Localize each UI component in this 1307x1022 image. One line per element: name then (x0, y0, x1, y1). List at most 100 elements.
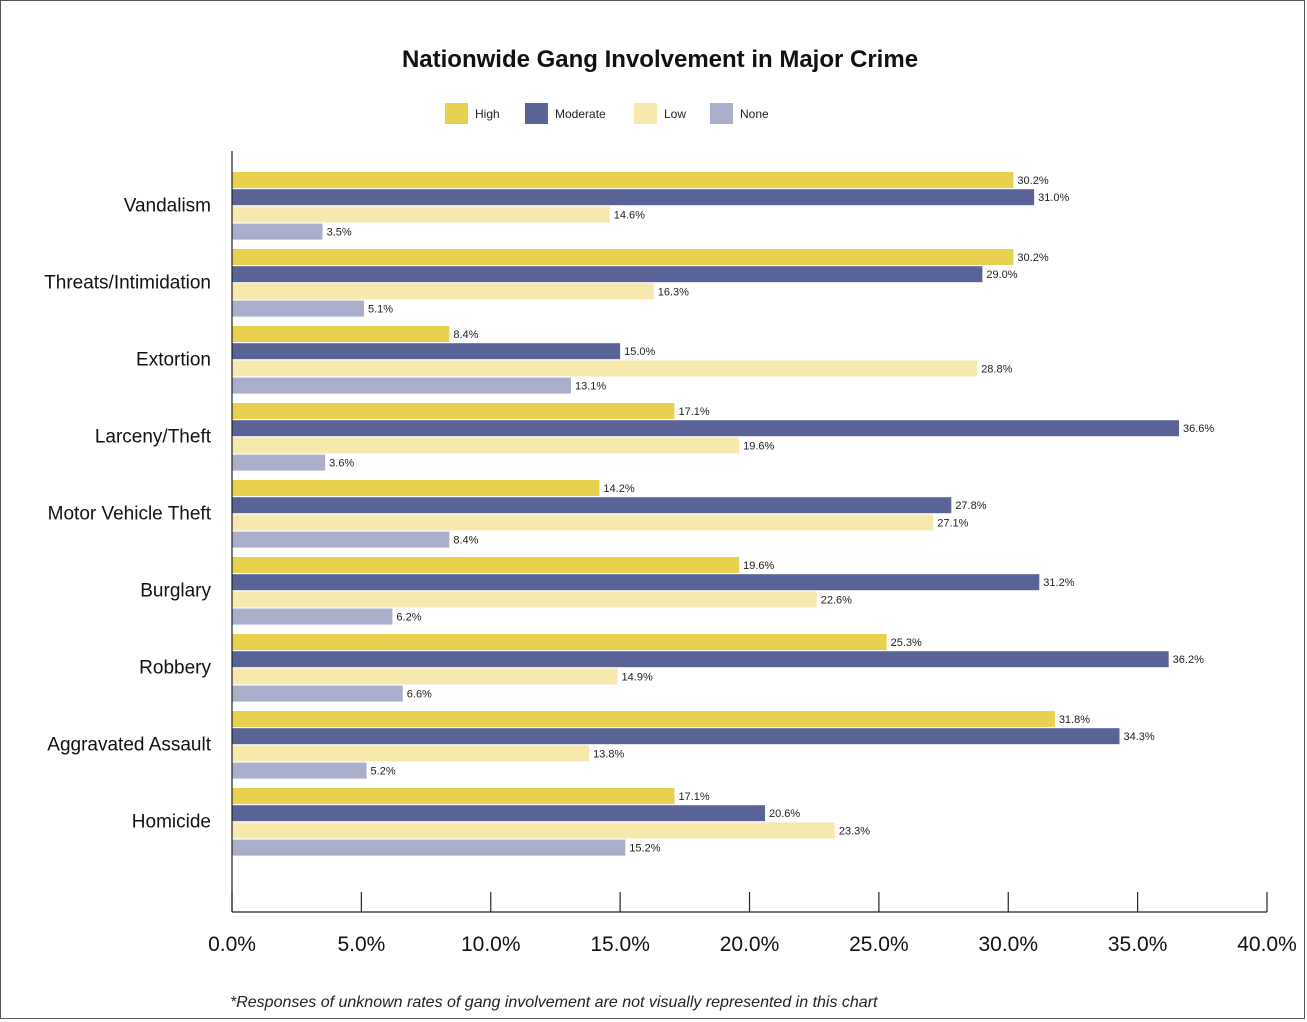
legend-label-low: Low (664, 107, 686, 121)
bar-threats-intimidation-moderate (232, 266, 983, 283)
legend-swatch-none (710, 103, 733, 124)
data-label-aggravated-assault-none: 5.2% (371, 766, 396, 778)
chart-data-labels: 30.2%31.0%14.6%3.5%30.2%29.0%16.3%5.1%8.… (327, 175, 1215, 855)
bar-motor-vehicle-theft-high (232, 480, 600, 496)
data-label-larceny-theft-moderate: 36.6% (1183, 423, 1214, 435)
bar-aggravated-assault-none (232, 762, 367, 779)
data-label-vandalism-moderate: 31.0% (1038, 192, 1069, 204)
chart-category-labels: Vandalism Threats/Intimidation Extortion La… (44, 195, 212, 832)
bar-threats-intimidation-high (232, 249, 1014, 265)
data-label-aggravated-assault-low: 13.8% (593, 748, 624, 760)
x-tick-label-4: 20.0% (720, 933, 780, 956)
legend-label-none: None (740, 107, 769, 121)
data-label-larceny-theft-low: 19.6% (743, 440, 774, 452)
bar-robbery-high (232, 634, 887, 650)
data-label-robbery-moderate: 36.2% (1173, 654, 1204, 666)
bar-vandalism-none (232, 223, 323, 240)
bar-threats-intimidation-none (232, 300, 364, 317)
bar-burglary-none (232, 608, 393, 625)
data-label-vandalism-high: 30.2% (1017, 175, 1048, 187)
bar-larceny-theft-low (232, 437, 740, 454)
data-label-aggravated-assault-moderate: 34.3% (1124, 731, 1155, 743)
chart-bars (232, 172, 1180, 856)
data-label-extortion-moderate: 15.0% (624, 346, 655, 358)
bar-larceny-theft-moderate (232, 420, 1180, 437)
data-label-motor-vehicle-theft-none: 8.4% (453, 535, 478, 547)
bar-aggravated-assault-low (232, 745, 590, 762)
data-label-homicide-low: 23.3% (839, 825, 870, 837)
data-label-extortion-high: 8.4% (453, 329, 478, 341)
x-tick-label-0: 0.0% (208, 933, 256, 956)
chart-x-ticks: 0.0% 5.0% 10.0% 15.0% 20.0% 25.0% 30.0% 35.0% 40… (208, 892, 1297, 956)
bar-threats-intimidation-low (232, 283, 654, 300)
legend-swatch-low (634, 103, 657, 124)
category-label-vandalism: Vandalism (124, 195, 211, 216)
category-label-homicide: Homicide (132, 811, 211, 832)
x-tick-label-5: 25.0% (849, 933, 909, 956)
category-label-larceny-theft: Larceny/Theft (95, 426, 212, 447)
data-label-extortion-low: 28.8% (981, 363, 1012, 375)
chart-footnote: *Responses of unknown rates of gang invo… (230, 994, 878, 1011)
bar-burglary-high (232, 557, 740, 573)
data-label-homicide-moderate: 20.6% (769, 808, 800, 820)
x-tick-label-7: 35.0% (1108, 933, 1168, 956)
category-label-motor-vehicle-theft: Motor Vehicle Theft (48, 503, 212, 524)
data-label-robbery-low: 14.9% (622, 671, 653, 683)
bar-robbery-low (232, 668, 618, 685)
data-label-threats-intimidation-none: 5.1% (368, 304, 393, 316)
category-label-robbery: Robbery (139, 657, 211, 678)
bar-burglary-moderate (232, 574, 1040, 591)
data-label-burglary-moderate: 31.2% (1043, 577, 1074, 589)
bar-robbery-none (232, 685, 403, 702)
category-label-aggravated-assault: Aggravated Assault (47, 734, 211, 755)
legend-label-moderate: Moderate (555, 107, 606, 121)
x-tick-label-3: 15.0% (590, 933, 650, 956)
x-tick-label-2: 10.0% (461, 933, 521, 956)
chart-title: Nationwide Gang Involvement in Major Cri… (402, 46, 918, 73)
bar-extortion-none (232, 377, 571, 394)
x-tick-label-8: 40.0% (1237, 933, 1297, 956)
bar-burglary-low (232, 591, 817, 608)
bar-homicide-high (232, 788, 675, 804)
category-label-threats-intimidation: Threats/Intimidation (44, 272, 211, 293)
legend-swatch-high (445, 103, 468, 124)
bar-vandalism-moderate (232, 189, 1035, 206)
bar-aggravated-assault-high (232, 711, 1055, 727)
data-label-vandalism-low: 14.6% (614, 209, 645, 221)
bar-larceny-theft-high (232, 403, 675, 419)
data-label-burglary-none: 6.2% (396, 612, 421, 624)
data-label-burglary-low: 22.6% (821, 594, 852, 606)
bar-extortion-low (232, 360, 978, 377)
bar-larceny-theft-none (232, 454, 326, 471)
data-label-vandalism-none: 3.5% (327, 227, 352, 239)
bar-homicide-none (232, 839, 626, 856)
bar-robbery-moderate (232, 651, 1169, 668)
category-label-burglary: Burglary (140, 580, 211, 601)
legend-label-high: High (475, 107, 500, 121)
data-label-motor-vehicle-theft-low: 27.1% (937, 517, 968, 529)
bar-vandalism-low (232, 206, 610, 223)
data-label-burglary-high: 19.6% (743, 560, 774, 572)
bar-motor-vehicle-theft-low (232, 514, 934, 531)
category-label-extortion: Extortion (136, 349, 211, 370)
bar-aggravated-assault-moderate (232, 728, 1120, 745)
bar-homicide-moderate (232, 805, 766, 822)
bar-extortion-moderate (232, 343, 621, 360)
data-label-homicide-none: 15.2% (629, 843, 660, 855)
bar-homicide-low (232, 822, 835, 839)
bar-motor-vehicle-theft-moderate (232, 497, 952, 514)
data-label-threats-intimidation-moderate: 29.0% (986, 269, 1017, 281)
legend-swatch-moderate (525, 103, 548, 124)
data-label-homicide-high: 17.1% (678, 791, 709, 803)
bar-vandalism-high (232, 172, 1014, 188)
data-label-robbery-high: 25.3% (891, 637, 922, 649)
data-label-threats-intimidation-high: 30.2% (1017, 252, 1048, 264)
data-label-motor-vehicle-theft-moderate: 27.8% (955, 500, 986, 512)
data-label-larceny-theft-high: 17.1% (678, 406, 709, 418)
data-label-larceny-theft-none: 3.6% (329, 458, 354, 470)
chart-legend: High Moderate Low None (445, 103, 769, 124)
data-label-extortion-none: 13.1% (575, 381, 606, 393)
data-label-motor-vehicle-theft-high: 14.2% (603, 483, 634, 495)
